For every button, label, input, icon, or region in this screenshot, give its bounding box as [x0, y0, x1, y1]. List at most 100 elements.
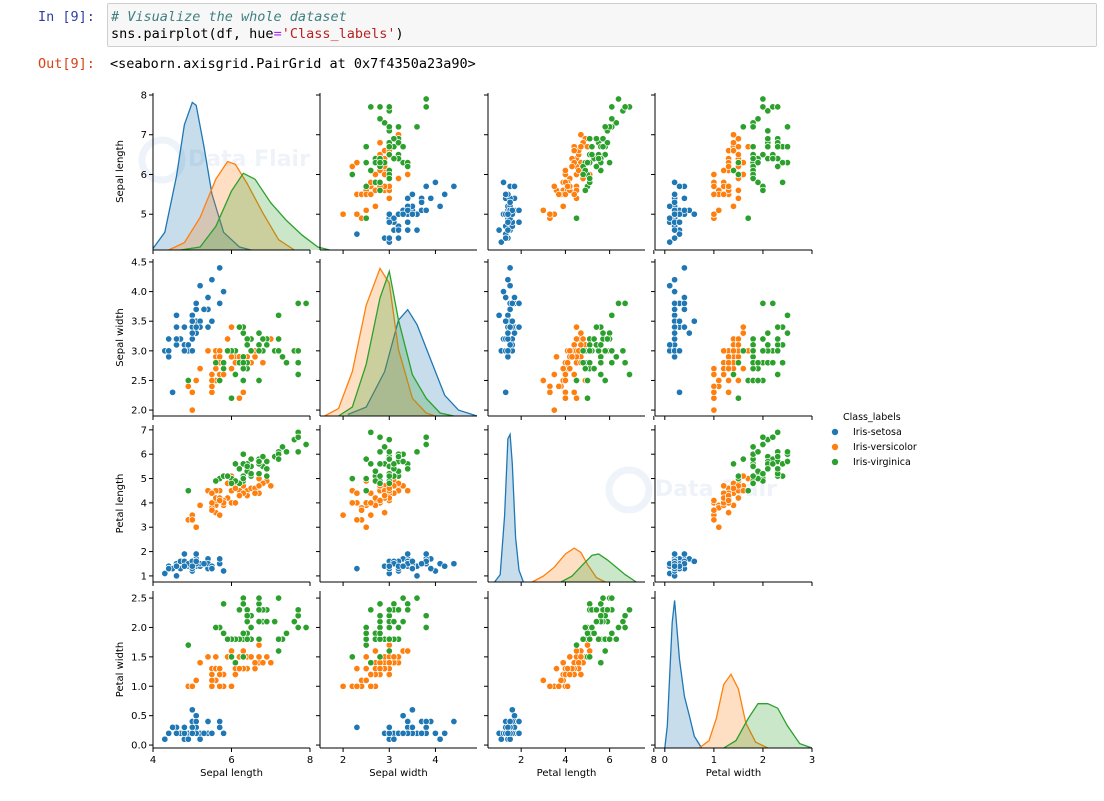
scatter-point — [381, 119, 389, 127]
scatter-point — [572, 335, 581, 343]
scatter-point — [348, 170, 356, 179]
scatter-point — [710, 365, 718, 373]
scatter-point — [764, 143, 772, 151]
scatter-point — [710, 182, 718, 190]
scatter-point — [404, 465, 412, 473]
scatter-point — [515, 323, 523, 331]
scatter-point — [235, 492, 243, 500]
scatter-point — [404, 194, 412, 202]
scatter-point — [749, 174, 757, 183]
y-tick-label: 3 — [141, 523, 147, 534]
scatter-point — [774, 162, 782, 171]
scatter-point — [675, 347, 684, 355]
scatter-point — [671, 234, 679, 242]
scatter-point — [376, 618, 384, 626]
y-tick-label: 8 — [141, 90, 147, 101]
scatter-point — [239, 365, 247, 373]
scatter-point — [608, 103, 616, 111]
scatter-point — [390, 460, 398, 468]
scatter-point — [729, 131, 738, 139]
scatter-point — [572, 323, 581, 331]
scatter-point — [749, 123, 757, 131]
scatter-point — [255, 606, 263, 614]
code-cell-input[interactable]: # Visualize the whole dataset sns.pairpl… — [107, 3, 1097, 47]
scatter-point — [362, 635, 370, 643]
scatter-point — [255, 618, 263, 626]
scatter-point — [779, 178, 787, 186]
scatter-point — [169, 388, 177, 396]
scatter-point — [566, 365, 574, 373]
scatter-point — [390, 600, 398, 608]
scatter-point — [561, 376, 569, 385]
scatter-point — [362, 653, 370, 661]
scatter-point — [278, 443, 287, 451]
scatter-point — [671, 178, 679, 186]
scatter-point — [715, 523, 723, 531]
scatter-point — [381, 492, 389, 500]
y-tick-label: 5 — [141, 474, 147, 485]
scatter-point — [282, 359, 291, 367]
scatter-point — [224, 635, 232, 643]
scatter-point — [579, 170, 587, 179]
y-tick-label: 6 — [141, 450, 147, 461]
scatter-point — [759, 299, 767, 307]
scatter-point — [239, 353, 247, 361]
scatter-point — [422, 612, 430, 620]
scatter-point — [561, 166, 569, 175]
scatter-point — [394, 123, 403, 131]
scatter-point — [339, 210, 347, 218]
scatter-point — [621, 103, 629, 111]
scatter-point — [220, 600, 228, 608]
scatter-point — [754, 448, 762, 456]
scatter-point — [759, 95, 767, 103]
scatter-point — [208, 682, 216, 690]
scatter-point — [675, 230, 684, 238]
scatter-point — [394, 139, 403, 147]
scatter-point — [749, 472, 757, 480]
scatter-point — [399, 143, 407, 151]
legend-marker — [831, 428, 839, 436]
scatter-point — [710, 406, 718, 414]
scatter-point — [710, 210, 718, 218]
scatter-point — [385, 455, 393, 463]
scatter-point — [597, 600, 605, 608]
scatter-point — [749, 443, 757, 451]
scatter-point — [597, 612, 605, 620]
scatter-point — [572, 394, 581, 402]
scatter-point — [255, 347, 263, 355]
scatter-point — [734, 341, 742, 349]
kde-line-iris-virginica — [723, 703, 813, 749]
scatter-point — [754, 159, 762, 167]
scatter-point — [227, 365, 236, 373]
scatter-point — [579, 347, 587, 355]
scatter-point — [385, 562, 393, 570]
scatter-point — [294, 347, 302, 355]
scatter-point — [583, 159, 592, 167]
scatter-point — [601, 647, 609, 655]
scatter-point — [220, 359, 228, 367]
scatter-point — [376, 635, 384, 643]
scatter-point — [376, 115, 384, 123]
scatter-point — [216, 682, 224, 690]
scatter-point — [515, 717, 523, 726]
scatter-point — [625, 370, 634, 379]
y-tick-label: 3.5 — [131, 317, 147, 328]
scatter-point — [515, 729, 523, 737]
scatter-point — [255, 457, 263, 466]
scatter-point — [749, 479, 757, 487]
scatter-point — [390, 214, 398, 222]
scatter-point — [243, 635, 251, 643]
scatter-point — [671, 190, 679, 198]
scatter-point — [192, 376, 200, 385]
scatter-point — [552, 665, 561, 673]
scatter-point — [385, 234, 393, 242]
scatter-point — [204, 717, 212, 726]
scatter-point — [362, 475, 370, 483]
scatter-point — [247, 455, 255, 463]
scatter-point — [196, 282, 204, 290]
y-axis-label: Petal length — [115, 474, 126, 534]
scatter-point — [212, 653, 220, 661]
scatter-point — [371, 647, 379, 655]
scatter-point — [404, 162, 412, 171]
scatter-point — [734, 353, 742, 361]
